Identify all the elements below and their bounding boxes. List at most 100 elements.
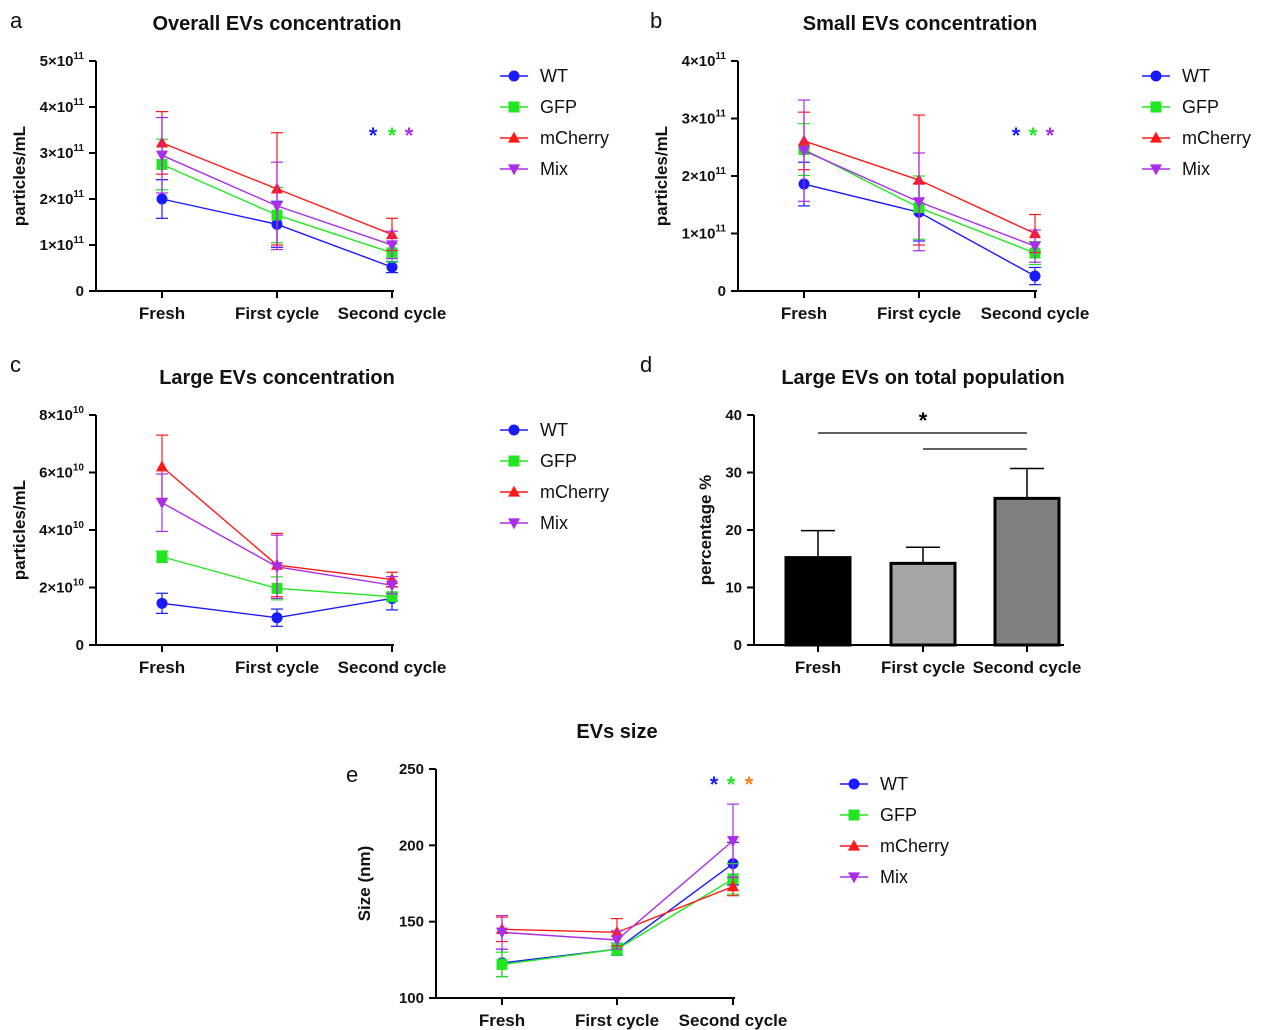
y-tick-label: 8×1010 bbox=[39, 405, 84, 424]
data-point bbox=[1029, 270, 1041, 282]
y-tick-label: 1×1011 bbox=[40, 235, 85, 254]
y-tick-label: 150 bbox=[399, 914, 424, 931]
legend-label: mCherry bbox=[540, 482, 609, 502]
x-tick-label: Fresh bbox=[781, 304, 827, 323]
legend-marker bbox=[847, 872, 861, 884]
data-point bbox=[385, 240, 399, 252]
legend-item-WT: WT bbox=[840, 774, 908, 794]
y-tick-label: 0 bbox=[718, 283, 726, 300]
legend-label: Mix bbox=[540, 159, 568, 179]
legend-marker bbox=[508, 424, 520, 436]
significance-star: * bbox=[369, 123, 378, 148]
legend-marker bbox=[1150, 101, 1162, 113]
y-tick-label: 200 bbox=[399, 837, 424, 854]
x-tick-label: Second cycle bbox=[338, 658, 447, 677]
series-Mix bbox=[155, 473, 399, 600]
legend: WT GFP mCherry Mix bbox=[500, 66, 609, 179]
data-point bbox=[271, 612, 283, 624]
legend-item-Mix: Mix bbox=[1142, 159, 1210, 179]
x-tick-label: Fresh bbox=[139, 658, 185, 677]
legend-label: mCherry bbox=[880, 836, 949, 856]
series-Mix bbox=[155, 116, 399, 260]
legend-label: mCherry bbox=[1182, 128, 1251, 148]
y-tick-label: 6×1010 bbox=[39, 463, 84, 482]
y-tick-label: 2×1011 bbox=[682, 166, 727, 185]
legend-marker bbox=[507, 518, 521, 530]
data-point bbox=[912, 197, 926, 209]
legend-item-mCherry: mCherry bbox=[840, 836, 949, 856]
legend-label: GFP bbox=[540, 97, 577, 117]
legend: WT GFP mCherry Mix bbox=[840, 774, 949, 887]
x-tick-label: Second cycle bbox=[338, 304, 447, 323]
y-tick-label: 0 bbox=[734, 637, 742, 654]
legend-item-Mix: Mix bbox=[500, 159, 568, 179]
significance-star: * bbox=[919, 408, 928, 433]
legend-marker bbox=[847, 839, 861, 851]
data-point bbox=[1028, 241, 1042, 253]
panel-label: e bbox=[346, 762, 358, 787]
x-tick-label: Second cycle bbox=[679, 1011, 788, 1030]
panel-label: c bbox=[10, 352, 21, 377]
legend-label: mCherry bbox=[540, 128, 609, 148]
bar bbox=[889, 561, 957, 647]
y-tick-label: 4×1010 bbox=[39, 520, 84, 539]
legend-item-Mix: Mix bbox=[840, 867, 908, 887]
y-tick-label: 250 bbox=[399, 761, 424, 778]
legend-marker bbox=[508, 70, 520, 82]
legend-marker bbox=[1149, 164, 1163, 176]
legend-item-WT: WT bbox=[500, 66, 568, 86]
panel-label: a bbox=[10, 8, 23, 33]
legend-label: WT bbox=[1182, 66, 1210, 86]
legend-marker bbox=[507, 164, 521, 176]
data-point bbox=[270, 562, 284, 574]
significance-star: * bbox=[1012, 123, 1021, 148]
y-tick-label: 3×1011 bbox=[682, 109, 727, 128]
significance-star: * bbox=[388, 123, 397, 148]
legend-label: GFP bbox=[1182, 97, 1219, 117]
data-point bbox=[270, 201, 284, 213]
legend-marker bbox=[508, 455, 520, 467]
x-tick-label: First cycle bbox=[877, 304, 961, 323]
y-axis-label: percentage % bbox=[696, 475, 715, 586]
chart-panel-c: c Large EVs concentration particles/mL 0 2×1… bbox=[10, 352, 609, 677]
y-tick-label: 0 bbox=[76, 637, 84, 654]
significance-star: * bbox=[1046, 123, 1055, 148]
series-Mix bbox=[495, 803, 740, 950]
y-axis-label: particles/mL bbox=[10, 126, 29, 226]
data-point bbox=[156, 551, 168, 563]
chart-title: Large EVs on total population bbox=[781, 367, 1064, 389]
y-tick-label: 2×1010 bbox=[39, 578, 84, 597]
chart-title: EVs size bbox=[576, 721, 657, 743]
chart-panel-d: d Large EVs on total population percentage… bbox=[640, 352, 1081, 677]
legend-label: Mix bbox=[880, 867, 908, 887]
x-tick-label: Second cycle bbox=[981, 304, 1090, 323]
chart-title: Small EVs concentration bbox=[803, 13, 1038, 35]
legend-marker bbox=[507, 131, 521, 143]
legend-label: GFP bbox=[880, 805, 917, 825]
y-tick-label: 40 bbox=[725, 407, 742, 424]
data-point bbox=[386, 261, 398, 273]
legend: WT GFP mCherry Mix bbox=[500, 420, 609, 533]
data-point bbox=[495, 927, 509, 939]
series-WT bbox=[156, 586, 398, 627]
y-axis-label: particles/mL bbox=[10, 480, 29, 580]
y-tick-label: 0 bbox=[76, 283, 84, 300]
legend-label: Mix bbox=[1182, 159, 1210, 179]
legend-marker bbox=[507, 485, 521, 497]
chart-panel-e: e EVs size Size (nm) 100 150 200 250 Fresh First… bbox=[346, 721, 949, 1030]
y-tick-label: 3×1011 bbox=[40, 143, 85, 162]
data-point bbox=[156, 193, 168, 205]
chart-panel-b: b Small EVs concentration particles/mL 0 1×1… bbox=[650, 8, 1251, 323]
y-axis-label: Size (nm) bbox=[355, 846, 374, 922]
significance-star: * bbox=[710, 772, 719, 797]
legend-label: Mix bbox=[540, 513, 568, 533]
x-tick-label: Fresh bbox=[795, 658, 841, 677]
legend-item-GFP: GFP bbox=[1142, 97, 1219, 117]
x-tick-label: First cycle bbox=[575, 1011, 659, 1030]
data-point bbox=[386, 591, 398, 603]
legend-item-mCherry: mCherry bbox=[1142, 128, 1251, 148]
y-tick-label: 1×1011 bbox=[682, 224, 727, 243]
legend: WT GFP mCherry Mix bbox=[1142, 66, 1251, 179]
legend-item-mCherry: mCherry bbox=[500, 482, 609, 502]
